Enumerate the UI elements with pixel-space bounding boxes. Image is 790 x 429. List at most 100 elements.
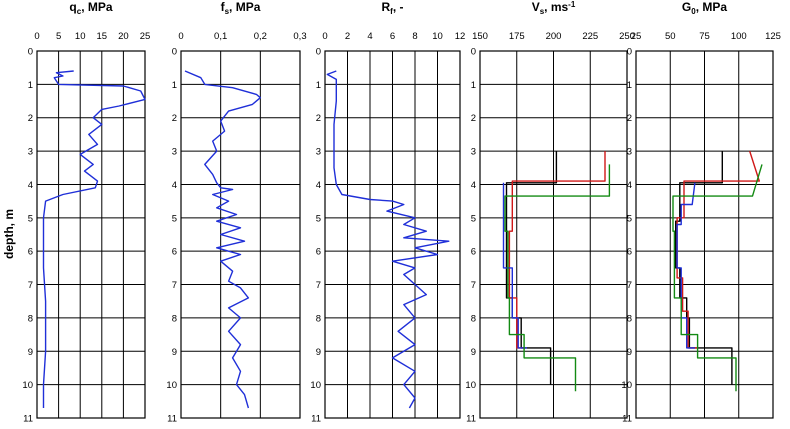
y-tick-label: 2 (627, 113, 632, 124)
y-tick-label: 6 (28, 247, 33, 258)
y-tick-label: 9 (172, 347, 177, 358)
y-tick-label: 4 (627, 180, 632, 191)
chart-title-qc: qc, MPa (69, 0, 112, 16)
y-tick-label: 10 (621, 380, 632, 391)
y-tick-label: 8 (627, 313, 632, 324)
x-tick-label: 0,2 (254, 31, 267, 42)
y-tick-label: 0 (471, 47, 476, 58)
y-tick-label: 9 (627, 347, 632, 358)
x-tick-label: 250 (619, 31, 635, 42)
y-tick-label: 0 (316, 47, 321, 58)
y-tick-label: 6 (471, 247, 476, 258)
x-tick-label: 225 (582, 31, 598, 42)
y-tick-label: 10 (310, 380, 321, 391)
x-tick-label: 5 (56, 31, 61, 42)
x-tick-label: 10 (75, 31, 86, 42)
y-tick-label: 11 (622, 414, 632, 425)
y-tick-label: 1 (627, 80, 632, 91)
y-tick-label: 10 (22, 380, 33, 391)
series-line-vs-blue (502, 182, 527, 349)
y-tick-label: 5 (172, 213, 177, 224)
series-line-vs-red (508, 151, 606, 349)
plot-frame (36, 50, 146, 419)
y-tick-label: 3 (28, 147, 33, 158)
series-line-g0-green (672, 164, 763, 392)
y-tick-label: 1 (471, 80, 476, 91)
x-tick-label: 20 (118, 31, 129, 42)
x-tick-label: 8 (412, 31, 417, 42)
x-tick-label: 125 (765, 31, 781, 42)
plot-frame (635, 50, 774, 419)
chart-panel-qc: qc, MPa 0 1 2 3 4 5 6 7 8 9 10 11 0 5 10 15 20 25 (22, 0, 150, 425)
y-tick-label: 4 (172, 180, 177, 191)
x-tick-label: 0,1 (214, 31, 227, 42)
y-axis-label: depth, m (2, 209, 16, 259)
y-tick-label: 3 (471, 147, 476, 158)
y-tick-label: 5 (316, 213, 321, 224)
x-tick-label: 150 (472, 31, 488, 42)
y-tick-label: 11 (23, 414, 33, 425)
y-tick-label: 3 (316, 147, 321, 158)
y-tick-label: 5 (471, 213, 476, 224)
y-tick-label: 11 (167, 414, 177, 425)
x-tick-label: 15 (97, 31, 108, 42)
y-tick-label: 2 (28, 113, 33, 124)
y-tick-label: 2 (471, 113, 476, 124)
y-tick-label: 3 (172, 147, 177, 158)
series-line-vs-green (504, 164, 611, 392)
y-tick-label: 7 (316, 280, 321, 291)
y-tick-label: 6 (172, 247, 177, 258)
x-tick-label: 200 (546, 31, 562, 42)
y-tick-label: 9 (28, 347, 33, 358)
y-tick-label: 8 (172, 313, 177, 324)
chart-panel-fs: fs, MPa 0 1 2 3 4 5 6 7 8 9 10 11 0 0,1 0,2 0,3 (166, 0, 306, 425)
y-tick-label: 8 (28, 313, 33, 324)
x-tick-label: 75 (699, 31, 710, 42)
x-tick-label: 2 (345, 31, 350, 42)
chart-title-fs: fs, MPa (221, 0, 261, 16)
x-tick-label: 25 (140, 31, 151, 42)
x-tick-label: 0 (178, 31, 183, 42)
y-tick-label: 11 (311, 414, 321, 425)
x-tick-label: 175 (509, 31, 525, 42)
x-tick-label: 0 (34, 31, 39, 42)
plot-frame (324, 50, 461, 419)
plot-frame (180, 50, 301, 419)
y-tick-label: 1 (28, 80, 33, 91)
series-line-vs-black (505, 151, 558, 385)
y-tick-label: 6 (316, 247, 321, 258)
y-tick-label: 4 (28, 180, 33, 191)
y-tick-label: 5 (28, 213, 33, 224)
x-tick-label: 50 (665, 31, 676, 42)
chart-title-g0: G0, MPa (682, 0, 727, 16)
series-line-fs-blue (184, 70, 261, 409)
y-tick-label: 2 (316, 113, 321, 124)
series-line-rf-blue (326, 70, 450, 409)
x-tick-label: 4 (367, 31, 372, 42)
y-tick-label: 0 (172, 47, 177, 58)
y-tick-label: 1 (316, 80, 321, 91)
x-tick-label: 0 (322, 31, 327, 42)
y-tick-label: 4 (471, 180, 476, 191)
y-tick-label: 8 (316, 313, 321, 324)
y-tick-label: 5 (627, 213, 632, 224)
y-tick-label: 7 (28, 280, 33, 291)
x-tick-label: 0,3 (293, 31, 306, 42)
y-tick-label: 3 (627, 147, 632, 158)
chart-title-vs: Vs, ms-1 (532, 0, 576, 16)
y-tick-label: 0 (28, 47, 33, 58)
series-line-g0-black (675, 151, 733, 385)
x-tick-label: 25 (631, 31, 642, 42)
x-tick-label: 100 (731, 31, 747, 42)
series-line-g0-red (676, 150, 760, 349)
y-tick-label: 8 (471, 313, 476, 324)
y-tick-label: 6 (627, 247, 632, 258)
y-tick-label: 7 (627, 280, 632, 291)
y-tick-label: 7 (172, 280, 177, 291)
y-tick-label: 7 (471, 280, 476, 291)
chart-title-rf: Rf, - (381, 0, 403, 16)
y-tick-label: 11 (466, 414, 476, 425)
